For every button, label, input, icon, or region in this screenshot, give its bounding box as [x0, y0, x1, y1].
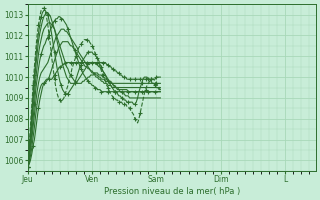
- X-axis label: Pression niveau de la mer( hPa ): Pression niveau de la mer( hPa ): [104, 187, 240, 196]
